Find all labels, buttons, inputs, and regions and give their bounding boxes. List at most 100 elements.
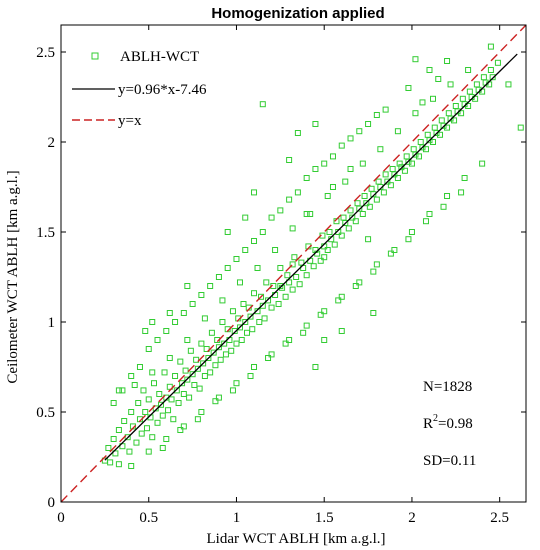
data-point [459, 95, 466, 102]
data-point [447, 81, 454, 88]
data-point [145, 396, 152, 403]
y-tick-label: 2 [48, 135, 56, 151]
data-point [184, 337, 191, 343]
data-point [207, 283, 214, 289]
data-point [433, 130, 440, 136]
data-point [345, 225, 352, 232]
data-point [422, 146, 429, 153]
data-point [201, 373, 208, 379]
data-point [277, 283, 284, 289]
data-point [259, 302, 266, 309]
data-point [187, 347, 194, 354]
data-point [228, 347, 235, 354]
data-point [387, 250, 394, 257]
x-tick-label: 2.5 [490, 510, 509, 526]
data-point [168, 396, 175, 403]
data-point [461, 175, 468, 181]
data-point [445, 110, 452, 117]
data-point [473, 81, 480, 88]
data-point [282, 340, 289, 347]
data-point [201, 315, 208, 322]
data-point [431, 124, 438, 131]
data-point [356, 279, 363, 286]
data-point [154, 337, 161, 343]
data-point [222, 351, 229, 358]
legend-label-fit: y=0.96*x-7.46 [118, 82, 207, 98]
data-point [291, 254, 298, 261]
data-point [136, 364, 143, 370]
data-point [430, 95, 436, 102]
data-point [242, 319, 249, 325]
data-point [194, 365, 201, 372]
x-tick-label: 1 [233, 510, 241, 526]
data-point [263, 279, 270, 286]
data-point [408, 229, 415, 235]
data-point [487, 43, 494, 50]
data-point [373, 112, 380, 118]
data-point [261, 315, 268, 322]
data-point [172, 319, 179, 325]
data-point [194, 416, 201, 423]
data-point [251, 238, 258, 244]
data-point [465, 103, 472, 109]
data-point [140, 387, 147, 394]
data-point [394, 175, 401, 181]
y-tick-label: 1 [48, 315, 56, 331]
data-point [401, 167, 408, 174]
data-point [338, 328, 345, 334]
data-point [143, 425, 150, 432]
data-point [191, 382, 198, 388]
data-point [268, 351, 275, 358]
data-point [158, 401, 165, 408]
data-point [396, 160, 403, 167]
data-point [258, 293, 265, 300]
data-point [382, 171, 389, 178]
data-point [338, 232, 345, 239]
data-point [405, 85, 412, 91]
data-point [265, 355, 272, 361]
data-point [110, 400, 117, 406]
data-point [359, 211, 366, 217]
data-point [268, 214, 275, 221]
lines-layer [60, 24, 527, 503]
data-point [219, 319, 226, 325]
data-point [128, 409, 135, 415]
data-point [373, 261, 380, 268]
data-point [265, 297, 272, 304]
data-point [317, 257, 324, 264]
data-point [389, 166, 396, 172]
data-point [161, 369, 168, 376]
data-point [159, 412, 166, 419]
data-point [405, 158, 412, 165]
data-point [142, 328, 149, 334]
data-point [321, 337, 328, 343]
data-point [494, 59, 501, 66]
data-point [310, 263, 317, 270]
data-point [326, 229, 333, 235]
data-point [110, 436, 117, 442]
data-point [417, 139, 424, 145]
x-tick-label: 2 [408, 510, 416, 526]
y-axis-label: Ceilometer WCT ABLH [km a.g.l.] [5, 170, 21, 383]
data-point [286, 157, 293, 163]
data-point [126, 448, 133, 455]
data-point [368, 185, 375, 192]
data-point [377, 146, 384, 153]
data-point [422, 218, 429, 225]
data-point [321, 254, 328, 261]
data-point [115, 387, 122, 394]
data-point [359, 160, 366, 167]
data-point [329, 184, 336, 190]
data-point [231, 328, 238, 334]
data-point [347, 207, 354, 214]
y-tick-label: 0 [48, 495, 56, 511]
data-point [444, 193, 451, 199]
data-point [121, 418, 128, 424]
data-point [398, 164, 405, 171]
y-tick-label: 2.5 [36, 45, 55, 61]
data-point [268, 304, 275, 311]
data-point [275, 301, 282, 307]
data-point [251, 189, 258, 196]
data-point [331, 241, 338, 248]
data-point [236, 279, 243, 286]
